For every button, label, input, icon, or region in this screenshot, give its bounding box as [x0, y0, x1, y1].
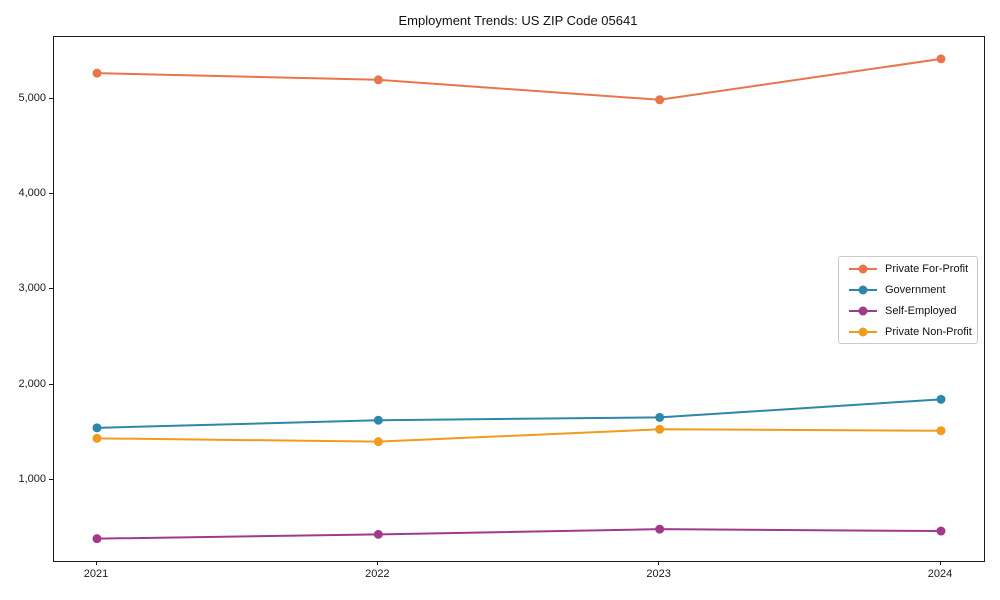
series-line-private-for-profit: [96, 57, 942, 101]
x-tick-label: 2021: [83, 568, 109, 580]
legend-line-sample: [849, 264, 877, 273]
series-line-private-non-profit: [96, 428, 942, 443]
legend-line-sample: [849, 327, 877, 336]
legend-line-sample: [849, 306, 877, 315]
legend-line-sample: [849, 285, 877, 294]
data-point-private-for-profit-2022: [373, 75, 383, 85]
plot-area: [53, 36, 985, 562]
data-point-self-employed-2021: [92, 534, 102, 544]
y-tick-mark: [49, 383, 53, 385]
legend-label: Private For-Profit: [885, 262, 969, 275]
data-point-self-employed-2022: [373, 529, 383, 539]
legend: Private For-Profit Government Self-Employe…: [838, 256, 978, 344]
legend-item-government: Government: [849, 283, 977, 297]
line-chart-svg: [92, 54, 946, 544]
y-tick-label: 3,000: [18, 282, 46, 295]
legend-marker-dot: [858, 264, 868, 273]
x-tick-mark: [95, 561, 97, 565]
data-point-government-2023: [655, 412, 665, 422]
data-point-private-non-profit-2022: [373, 437, 383, 447]
data-point-government-2021: [92, 423, 102, 433]
legend-label: Self-Employed: [885, 304, 957, 317]
y-tick-label: 5,000: [18, 92, 46, 105]
y-tick-mark: [49, 98, 53, 100]
data-point-private-for-profit-2024: [936, 54, 946, 64]
chart-title: Employment Trends: US ZIP Code 05641: [398, 13, 638, 28]
legend-item-private-non-profit: Private Non-Profit: [849, 325, 977, 339]
x-tick-label: 2022: [365, 568, 390, 580]
data-point-government-2024: [936, 394, 946, 404]
legend-item-self-employed: Self-Employed: [849, 304, 977, 318]
y-tick-label: 1,000: [18, 472, 46, 485]
y-tick-label: 4,000: [18, 187, 46, 200]
x-tick-mark: [939, 561, 941, 565]
x-tick-label: 2024: [927, 568, 953, 580]
data-point-private-non-profit-2024: [936, 426, 946, 436]
series-line-government: [96, 398, 942, 429]
x-tick-label: 2023: [646, 568, 671, 580]
data-point-private-for-profit-2021: [92, 68, 102, 78]
data-point-private-for-profit-2023: [655, 95, 665, 105]
data-point-self-employed-2024: [936, 526, 946, 536]
legend-marker-dot: [858, 285, 868, 294]
data-point-self-employed-2023: [655, 524, 665, 534]
y-tick-mark: [49, 478, 53, 480]
legend-label: Government: [885, 283, 946, 296]
legend-label: Private Non-Profit: [885, 325, 972, 338]
y-tick-mark: [49, 288, 53, 290]
y-tick-mark: [49, 193, 53, 195]
series-line-self-employed: [96, 528, 942, 540]
legend-marker-dot: [858, 327, 868, 336]
legend-marker-dot: [858, 306, 868, 315]
data-point-private-non-profit-2023: [655, 424, 665, 434]
x-tick-mark: [658, 561, 660, 565]
y-tick-label: 2,000: [18, 377, 46, 390]
x-tick-mark: [376, 561, 378, 565]
data-point-private-non-profit-2021: [92, 433, 102, 443]
data-point-government-2022: [373, 415, 383, 425]
legend-item-private-for-profit: Private For-Profit: [849, 262, 977, 276]
